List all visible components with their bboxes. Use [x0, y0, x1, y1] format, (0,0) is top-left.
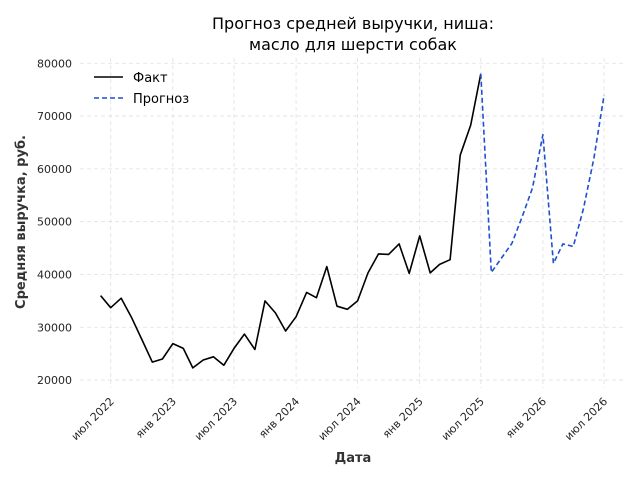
x-axis: июл 2022 янв 2023 июл 2023 янв 2024 июл 2024… [69, 395, 610, 443]
legend-label-forecast: Прогноз [133, 92, 189, 107]
x-axis-label: Дата [335, 451, 372, 466]
series-layer [99, 73, 605, 369]
y-tick-label: 50000 [37, 216, 72, 229]
chart-title-line2: масло для шерсти собак [249, 35, 457, 54]
y-axis: 20000 30000 40000 50000 60000 70000 80000 [37, 57, 72, 387]
chart-title-line1: Прогноз средней выручки, ниша: [212, 14, 494, 33]
y-tick-label: 40000 [37, 268, 72, 281]
legend: Факт Прогноз [94, 71, 189, 107]
y-tick-label: 60000 [37, 163, 72, 176]
y-tick-label: 30000 [37, 321, 72, 334]
y-tick-label: 80000 [37, 57, 72, 70]
x-tick-label: июл 2022 [69, 395, 117, 443]
x-tick-label: янв 2023 [133, 395, 179, 441]
x-tick-label: янв 2024 [256, 395, 302, 441]
x-tick-label: июл 2026 [562, 395, 610, 443]
x-tick-label: янв 2026 [503, 395, 549, 441]
grid [80, 58, 625, 388]
legend-label-fact: Факт [133, 71, 168, 86]
y-tick-label: 70000 [37, 110, 72, 123]
x-tick-label: июл 2024 [316, 395, 364, 443]
y-tick-label: 20000 [37, 374, 72, 387]
x-tick-label: янв 2025 [380, 395, 426, 441]
x-tick-label: июл 2025 [439, 395, 487, 443]
series-line-forecast [480, 73, 605, 274]
x-tick-label: июл 2023 [192, 395, 240, 443]
y-axis-label: Средняя выручка, руб. [14, 135, 29, 309]
series-line-fact [99, 73, 482, 369]
